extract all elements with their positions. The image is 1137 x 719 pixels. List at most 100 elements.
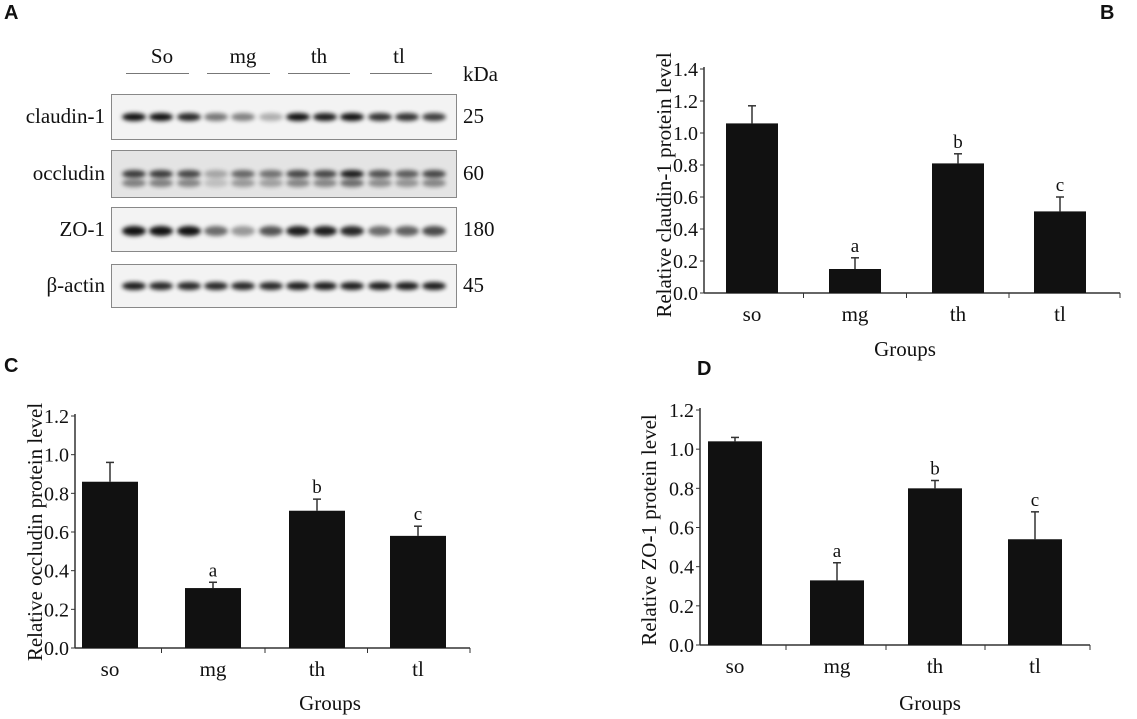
- x-axis-title: Groups: [899, 691, 961, 715]
- bar-so: [726, 123, 778, 294]
- blot-band: [176, 179, 201, 187]
- group-label-tl: tl: [393, 44, 405, 68]
- blot-band: [285, 179, 310, 187]
- blot-band: [285, 282, 310, 290]
- x-tick-label: th: [950, 302, 967, 326]
- y-tick-label: 0.6: [673, 187, 698, 209]
- y-tick-label: 0.0: [44, 638, 69, 660]
- blot-band: [176, 282, 201, 290]
- bar-so: [82, 481, 138, 648]
- blot-band: [340, 225, 365, 236]
- x-tick-label: so: [743, 302, 762, 326]
- blot-band: [367, 113, 392, 121]
- group-line: [288, 73, 350, 74]
- blot-zo-1: [111, 207, 457, 252]
- protein-label-claudin-1: claudin-1: [25, 104, 105, 128]
- y-tick-label: 1.0: [669, 439, 694, 461]
- bar-mg: [829, 269, 881, 293]
- group-label-th: th: [310, 44, 328, 68]
- blot-beta-actin: [111, 264, 457, 308]
- blot-band: [122, 113, 146, 121]
- blot-band: [149, 170, 174, 178]
- panel-letter-d: D: [697, 358, 712, 380]
- blot-band: [176, 225, 201, 236]
- blot-band: [231, 170, 256, 178]
- significance-label: a: [851, 236, 860, 257]
- blot-band: [395, 225, 419, 236]
- blot-band: [176, 113, 201, 121]
- blot-band: [422, 179, 447, 187]
- blot-band: [422, 170, 447, 178]
- blot-band: [231, 113, 256, 121]
- blot-band: [149, 113, 174, 121]
- bar-tl: [390, 535, 446, 648]
- y-tick-label: 0.6: [44, 522, 69, 544]
- y-tick-label: 1.0: [673, 123, 698, 145]
- bar-so: [708, 441, 762, 645]
- y-tick-label: 1.4: [673, 59, 698, 81]
- panel-letter-a: A: [4, 2, 19, 24]
- blot-band: [149, 179, 174, 187]
- protein-label-beta-actin: β-actin: [46, 273, 106, 297]
- blot-band: [122, 170, 146, 178]
- y-tick-label: 0.6: [669, 518, 694, 540]
- kda-value: 25: [463, 104, 484, 128]
- blot-band: [395, 170, 419, 178]
- blot-band: [340, 113, 365, 121]
- x-axis-title: Groups: [874, 337, 936, 361]
- y-tick-label: 0.4: [44, 561, 69, 583]
- blot-band: [313, 170, 338, 178]
- bar-mg: [185, 588, 241, 648]
- blot-band: [340, 170, 365, 178]
- y-tick-label: 0.8: [669, 478, 694, 500]
- blot-band: [313, 225, 338, 236]
- blot-band: [149, 282, 174, 290]
- blot-band: [422, 282, 447, 290]
- panel-letter-c: C: [4, 355, 19, 377]
- significance-label: b: [953, 132, 963, 153]
- kda-value: 180: [463, 217, 495, 241]
- blot-band: [395, 179, 419, 187]
- x-tick-label: so: [726, 654, 745, 678]
- bar-tl: [1034, 211, 1086, 293]
- bar-th: [932, 163, 984, 293]
- bar-th: [289, 510, 345, 648]
- x-tick-label: tl: [412, 657, 424, 681]
- blot-band: [340, 179, 365, 187]
- significance-label: c: [1031, 490, 1039, 511]
- x-tick-label: th: [309, 657, 326, 681]
- blot-band: [285, 170, 310, 178]
- blot-band: [367, 170, 392, 178]
- group-line: [126, 73, 189, 74]
- group-line: [370, 73, 432, 74]
- y-tick-label: 0.8: [44, 483, 69, 505]
- x-tick-label: mg: [824, 654, 851, 678]
- blot-band: [313, 282, 338, 290]
- blot-band: [422, 113, 447, 121]
- group-line: [207, 73, 270, 74]
- protein-label-occludin: occludin: [32, 161, 105, 185]
- significance-label: c: [1056, 175, 1064, 196]
- y-tick-label: 0.4: [669, 557, 694, 579]
- significance-label: b: [312, 477, 322, 498]
- y-tick-label: 0.0: [669, 635, 694, 657]
- blot-band: [122, 179, 146, 187]
- bar-mg: [810, 580, 864, 645]
- blot-band: [203, 282, 228, 290]
- protein-label-zo-1: ZO-1: [59, 217, 106, 241]
- blot-band: [122, 282, 146, 290]
- x-tick-label: tl: [1029, 654, 1041, 678]
- x-tick-label: mg: [842, 302, 869, 326]
- y-axis-title: Relative ZO-1 protein level: [637, 414, 661, 646]
- y-tick-label: 0.0: [673, 283, 698, 305]
- group-label-so: So: [150, 44, 174, 68]
- blot-band: [285, 113, 310, 121]
- blot-band: [258, 113, 283, 121]
- x-tick-label: so: [101, 657, 120, 681]
- y-tick-label: 0.2: [669, 596, 694, 618]
- kda-value: 45: [463, 273, 484, 297]
- significance-label: a: [833, 541, 842, 562]
- x-axis-title: Groups: [299, 691, 361, 715]
